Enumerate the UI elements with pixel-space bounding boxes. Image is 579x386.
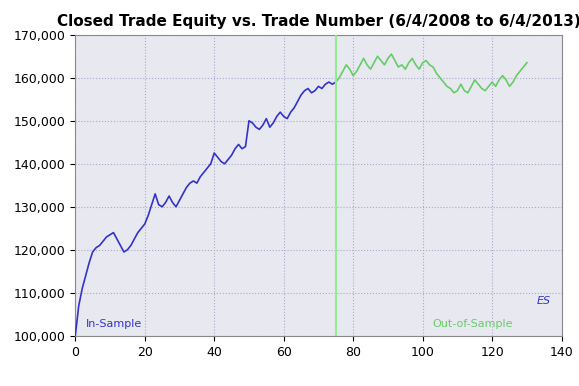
Title: Closed Trade Equity vs. Trade Number (6/4/2008 to 6/4/2013): Closed Trade Equity vs. Trade Number (6/… [57, 14, 579, 29]
Text: 📈 Equity Curve (626): 📈 Equity Curve (626) [12, 366, 119, 375]
Text: 📄 Trade List (626): 📄 Trade List (626) [243, 366, 340, 375]
Text: 📋 Strategy Code (6...: 📋 Strategy Code (6... [127, 366, 240, 375]
Text: ES: ES [537, 296, 551, 306]
Text: 💲 Performance Re...: 💲 Performance Re... [336, 366, 438, 375]
Text: Out-of-Sample: Out-of-Sample [433, 319, 513, 329]
Text: ⚙ Build Report (626): ⚙ Build Report (626) [452, 366, 559, 375]
Text: In-Sample: In-Sample [86, 319, 142, 329]
